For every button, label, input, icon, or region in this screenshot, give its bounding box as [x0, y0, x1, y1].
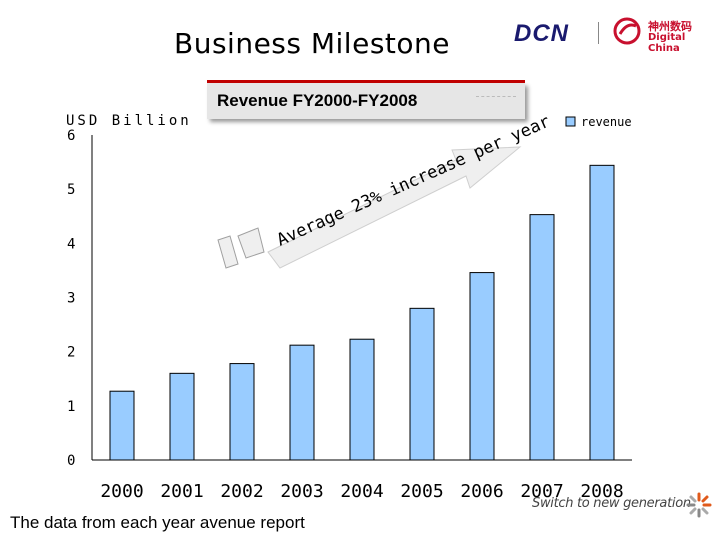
footer-note: The data from each year avenue report [10, 513, 305, 532]
revenue-bar [289, 344, 315, 461]
chart-legend: revenue [565, 115, 632, 129]
revenue-bar [109, 390, 135, 461]
growth-annotation-text: Average 23% increase per year [274, 112, 553, 251]
chart-title: Revenue FY2000-FY2008 [217, 91, 418, 110]
y-tick-label: 3 [67, 291, 75, 307]
y-tick-label: 6 [67, 128, 75, 144]
tagline: Switch to new generation [532, 496, 691, 511]
x-category-label: 2001 [160, 481, 203, 502]
x-category-label: 2005 [400, 481, 443, 502]
digital-china-logo-icon [613, 17, 641, 45]
x-category-label: 2000 [100, 481, 143, 502]
revenue-bar [229, 363, 255, 461]
y-tick-label: 0 [67, 453, 75, 469]
revenue-bar [169, 372, 195, 461]
y-tick-label: 5 [67, 182, 75, 198]
revenue-bar [469, 272, 495, 461]
logo-divider [598, 22, 599, 44]
x-category-label: 2007 [520, 481, 563, 502]
growth-arrow-annotation: Average 23% increase per year [217, 112, 553, 269]
x-category-label: 2002 [220, 481, 263, 502]
revenue-bar [529, 214, 555, 461]
x-category-label: 2006 [460, 481, 503, 502]
arrow-tail-segment [217, 235, 239, 269]
y-tick-label: 1 [67, 399, 75, 415]
x-category-label: 2003 [280, 481, 323, 502]
chart-title-box: Revenue FY2000-FY2008 [207, 83, 525, 119]
x-category-label: 2004 [340, 481, 383, 502]
arrow-tail-segment [237, 227, 265, 259]
slide-title: Business Milestone [174, 27, 450, 60]
digital-china-name-en: Digital China [648, 32, 686, 54]
revenue-bar [589, 164, 615, 461]
y-tick-label: 2 [67, 345, 75, 361]
dcn-logo: DCN [514, 20, 569, 47]
revenue-bar [409, 307, 435, 461]
y-tick-label: 4 [67, 236, 75, 252]
digital-china-name-cn: 神州数码 [648, 20, 692, 33]
revenue-bar [349, 338, 375, 461]
legend-label: revenue [581, 115, 632, 129]
legend-swatch [565, 116, 576, 127]
x-category-label: 2008 [580, 481, 623, 502]
title-dash-decoration [476, 96, 516, 97]
y-axis-unit-label: USD Billion [66, 113, 192, 129]
burst-icon [686, 492, 712, 518]
